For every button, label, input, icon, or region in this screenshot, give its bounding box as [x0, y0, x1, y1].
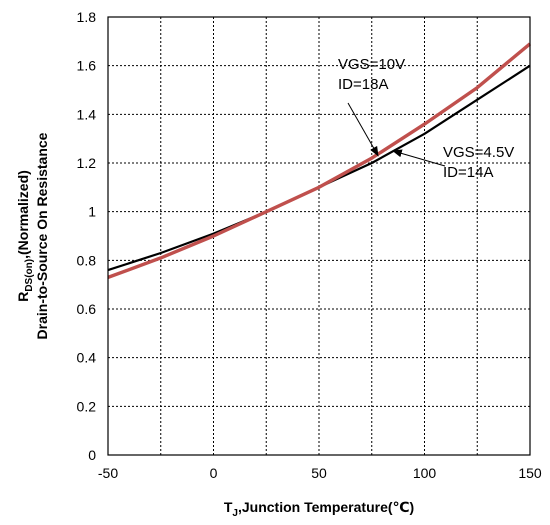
annotation-arrow — [348, 103, 378, 156]
x-axis-title: TJ,Junction Temperature(℃) — [224, 499, 414, 519]
x-tick-label: -50 — [98, 465, 118, 481]
grid-lines — [108, 17, 530, 455]
annotation-arrow — [393, 151, 445, 166]
annotation-label: VGS=4.5V — [443, 144, 514, 161]
x-tick-label: 50 — [311, 465, 327, 481]
y-axis-title-line2: Drain-to-Source On Resistance — [34, 132, 50, 339]
y-tick-label: 1.8 — [77, 9, 97, 25]
y-tick-label: 0 — [88, 447, 96, 463]
annotation-label: VGS=10V — [338, 56, 405, 73]
y-tick-label: 1.2 — [77, 155, 97, 171]
x-tick-label: 100 — [413, 465, 437, 481]
y-axis-title-main: R — [15, 292, 31, 302]
tick-labels: 00.20.40.60.811.21.41.61.8-50 0 50 100 150 — [77, 9, 542, 481]
x-axis-title-rest: ,Junction Temperature(℃) — [238, 499, 414, 515]
y-axis-title: RDS(on),(Normalized) Drain-to-Source On … — [15, 132, 50, 339]
y-tick-label: 0.2 — [77, 398, 97, 414]
x-tick-label: 150 — [518, 465, 542, 481]
y-tick-label: 1 — [88, 204, 96, 220]
y-tick-label: 1.6 — [77, 58, 97, 74]
x-tick-label: 0 — [210, 465, 218, 481]
y-tick-label: 0.8 — [77, 252, 97, 268]
y-tick-label: 1.4 — [77, 106, 97, 122]
annotation-label: ID=18A — [338, 76, 388, 93]
y-tick-label: 0.6 — [77, 301, 97, 317]
y-axis-title-rest: ,(Normalized) — [15, 170, 31, 259]
y-tick-label: 0.4 — [77, 350, 97, 366]
y-axis-title-line1: RDS(on),(Normalized) — [15, 170, 35, 302]
annotation-label: ID=14A — [443, 164, 493, 181]
